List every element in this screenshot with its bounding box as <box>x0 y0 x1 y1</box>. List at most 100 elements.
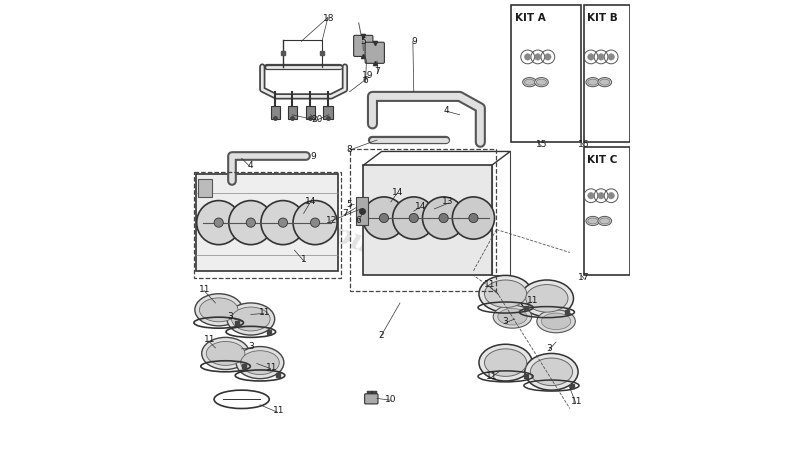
Ellipse shape <box>261 201 305 245</box>
Ellipse shape <box>588 79 598 85</box>
Text: 7: 7 <box>374 67 380 76</box>
FancyBboxPatch shape <box>354 35 373 56</box>
Ellipse shape <box>479 275 532 312</box>
Ellipse shape <box>469 213 478 223</box>
Text: 11: 11 <box>259 308 270 317</box>
Text: KIT A: KIT A <box>514 13 546 23</box>
Ellipse shape <box>202 337 250 369</box>
Text: 11: 11 <box>204 335 215 344</box>
Ellipse shape <box>598 78 611 87</box>
Bar <box>511 5 582 142</box>
Text: 14: 14 <box>415 202 426 211</box>
Circle shape <box>534 54 541 60</box>
Ellipse shape <box>588 218 598 224</box>
Ellipse shape <box>246 218 255 227</box>
Text: 6: 6 <box>362 76 369 85</box>
Ellipse shape <box>600 218 610 224</box>
Ellipse shape <box>278 218 287 227</box>
Ellipse shape <box>393 197 435 239</box>
Text: 18: 18 <box>323 14 334 23</box>
Text: 11: 11 <box>571 397 582 406</box>
Bar <box>356 197 368 225</box>
Ellipse shape <box>534 78 548 87</box>
Circle shape <box>545 54 551 60</box>
Text: 5: 5 <box>361 37 366 46</box>
Text: 4: 4 <box>248 161 254 170</box>
Bar <box>287 106 297 119</box>
Text: 3: 3 <box>502 317 509 326</box>
Bar <box>194 172 342 278</box>
Ellipse shape <box>586 78 600 87</box>
Ellipse shape <box>206 341 245 365</box>
Text: 12: 12 <box>326 216 337 225</box>
Ellipse shape <box>379 213 389 223</box>
Ellipse shape <box>493 305 532 328</box>
Ellipse shape <box>197 201 241 245</box>
Text: 16: 16 <box>578 140 590 149</box>
FancyBboxPatch shape <box>365 394 378 404</box>
Ellipse shape <box>600 79 610 85</box>
Ellipse shape <box>293 201 337 245</box>
Text: 11: 11 <box>484 280 495 289</box>
Bar <box>363 165 492 275</box>
Ellipse shape <box>537 310 575 333</box>
Bar <box>350 149 496 291</box>
Circle shape <box>608 192 614 199</box>
Circle shape <box>598 192 604 199</box>
Text: 20: 20 <box>312 115 323 124</box>
Ellipse shape <box>422 197 465 239</box>
Text: 4: 4 <box>443 106 449 115</box>
Text: 8: 8 <box>346 145 352 154</box>
Ellipse shape <box>542 313 570 330</box>
Bar <box>198 179 212 197</box>
Ellipse shape <box>586 216 600 225</box>
Text: 17: 17 <box>578 273 590 282</box>
Text: 1: 1 <box>301 255 306 264</box>
Ellipse shape <box>536 79 546 85</box>
Text: 13: 13 <box>442 197 454 207</box>
Ellipse shape <box>598 216 611 225</box>
Text: 9: 9 <box>411 37 417 46</box>
Bar <box>584 147 630 275</box>
Ellipse shape <box>231 307 270 331</box>
Bar <box>584 5 630 142</box>
Text: 2: 2 <box>379 330 385 340</box>
Text: 10: 10 <box>385 395 397 404</box>
Bar <box>306 106 315 119</box>
Ellipse shape <box>530 358 573 386</box>
Text: 3: 3 <box>546 344 552 353</box>
Bar <box>270 106 280 119</box>
Text: 5: 5 <box>346 200 352 209</box>
Ellipse shape <box>195 294 242 326</box>
Ellipse shape <box>439 213 448 223</box>
Ellipse shape <box>485 349 526 376</box>
Ellipse shape <box>526 285 568 312</box>
Circle shape <box>525 54 531 60</box>
Ellipse shape <box>227 303 274 335</box>
Text: PartsRepublik: PartsRepublik <box>214 179 430 280</box>
Bar <box>323 106 333 119</box>
Text: 7: 7 <box>342 209 348 218</box>
Text: 11: 11 <box>486 372 498 381</box>
Ellipse shape <box>236 347 284 379</box>
Text: 11: 11 <box>273 406 284 415</box>
Text: 15: 15 <box>536 140 547 149</box>
Ellipse shape <box>310 218 320 227</box>
Ellipse shape <box>525 353 578 390</box>
Text: 11: 11 <box>199 285 210 294</box>
Circle shape <box>588 54 594 60</box>
Ellipse shape <box>479 344 532 381</box>
Ellipse shape <box>409 213 418 223</box>
Text: KIT B: KIT B <box>587 13 618 23</box>
Text: 3: 3 <box>227 312 233 321</box>
Text: 19: 19 <box>362 71 374 80</box>
Text: 3: 3 <box>248 342 254 351</box>
Ellipse shape <box>525 79 534 85</box>
Text: KIT C: KIT C <box>587 155 618 165</box>
Bar <box>196 174 338 271</box>
Text: 11: 11 <box>527 296 539 305</box>
Text: 14: 14 <box>392 188 403 197</box>
Ellipse shape <box>452 197 494 239</box>
Circle shape <box>588 192 594 199</box>
Text: 11: 11 <box>266 363 278 372</box>
